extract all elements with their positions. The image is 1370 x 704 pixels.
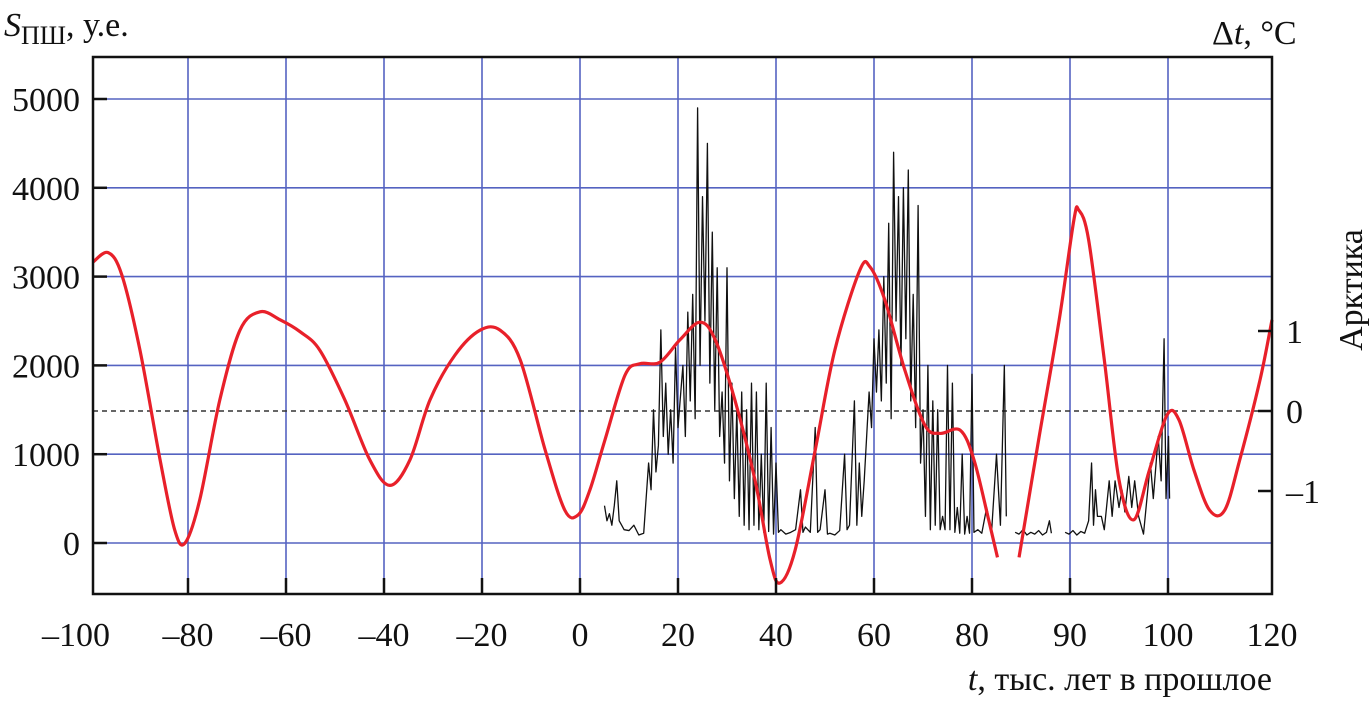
x-tick-label: 80 <box>955 617 989 654</box>
x-tick-label: 40 <box>759 617 793 654</box>
x-axis-ticks: –100 –80 –60 –40 –20 0 20 40 60 80 90 100 120 <box>41 578 1298 654</box>
x-tick-label: –20 <box>456 617 508 654</box>
s-psh-line-segment <box>603 107 1007 536</box>
plot-frame <box>91 55 1274 596</box>
left-tick-label: 0 <box>63 526 80 563</box>
right-tick-label: 1 <box>1286 314 1303 351</box>
x-tick-label: –80 <box>162 617 214 654</box>
temperature-curve-segment <box>1017 205 1274 558</box>
temperature-curve-segment <box>91 250 1000 585</box>
right-tick-label: 0 <box>1286 394 1303 431</box>
right-axis-title: Δt, °C <box>1212 15 1297 52</box>
s-psh-line-segment <box>1014 520 1053 536</box>
left-tick-label: 2000 <box>12 348 80 385</box>
left-tick-label: 3000 <box>12 260 80 297</box>
x-tick-label: 20 <box>661 617 695 654</box>
right-tick-label: –1 <box>1285 474 1320 511</box>
s-psh-line-segment <box>1064 338 1171 536</box>
left-axis-title: SПШ, у.е. <box>4 7 129 50</box>
left-tick-label: 4000 <box>12 171 80 208</box>
left-axis-ticks: 0 1000 2000 3000 4000 5000 <box>12 82 107 563</box>
left-tick-label: 1000 <box>12 437 80 474</box>
left-tick-label: 5000 <box>12 82 80 119</box>
x-tick-label: 90 <box>1053 617 1087 654</box>
x-tick-label: 0 <box>572 617 589 654</box>
right-axis-ticks: 1 0 –1 <box>1258 314 1320 511</box>
x-tick-label: 60 <box>857 617 891 654</box>
x-axis-title: t, тыс. лет в прошлое <box>968 661 1272 698</box>
x-tick-label: 100 <box>1143 617 1194 654</box>
x-tick-label: –100 <box>41 617 110 654</box>
right-axis-side-label: Арктика <box>1333 229 1370 351</box>
series-arctic-temperature <box>91 205 1274 585</box>
grid <box>93 57 1272 594</box>
series-s-psh <box>603 107 1171 536</box>
x-tick-label: –60 <box>260 617 312 654</box>
x-tick-label: –40 <box>358 617 410 654</box>
x-tick-label: 120 <box>1247 617 1298 654</box>
